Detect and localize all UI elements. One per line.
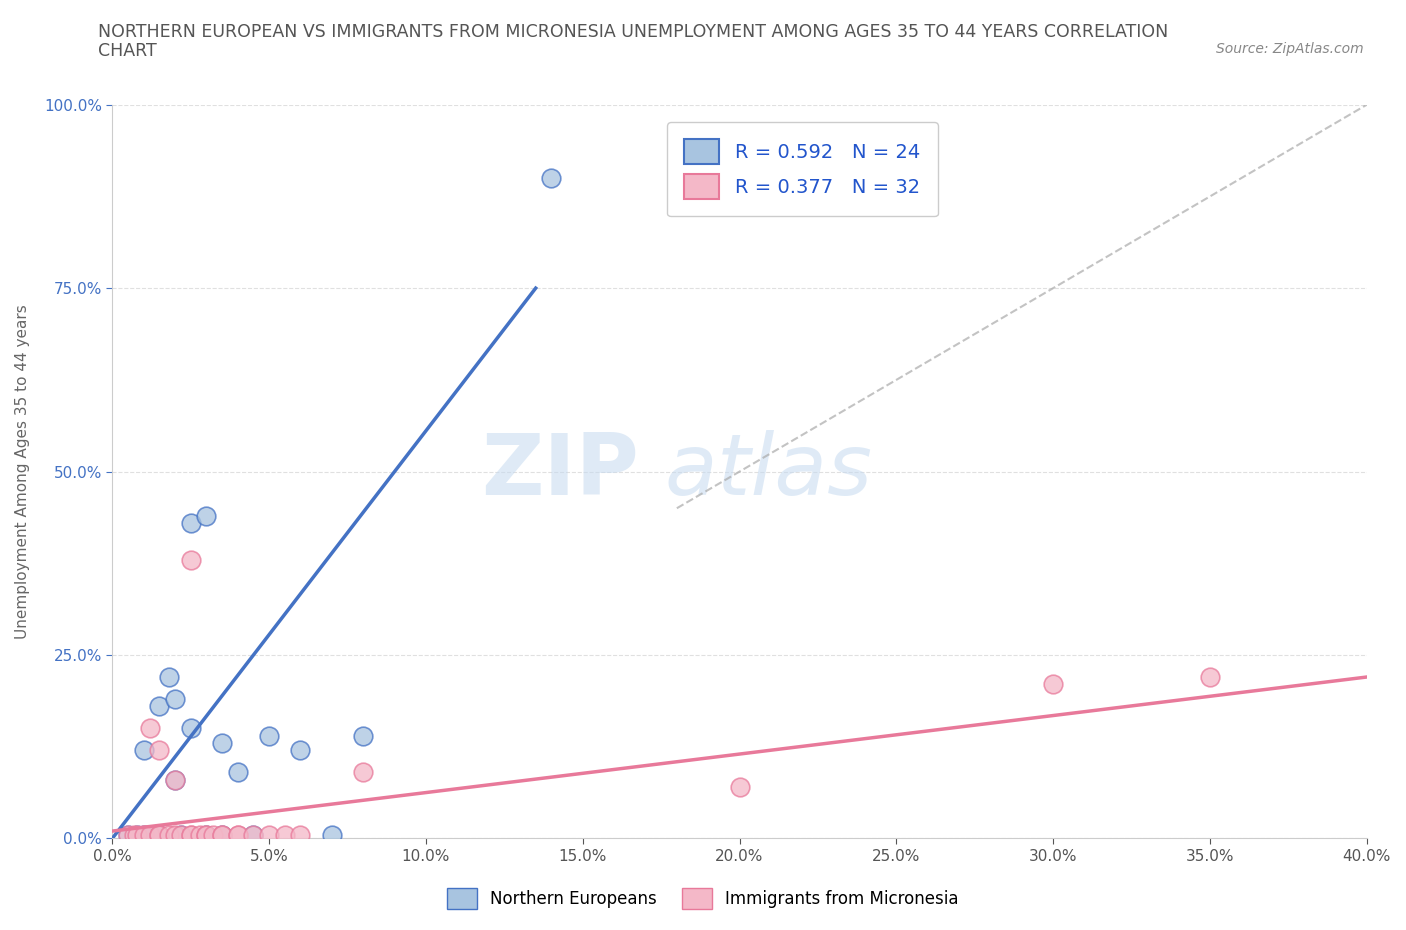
Point	[157, 828, 180, 843]
Point	[728, 779, 751, 794]
Point	[163, 772, 186, 787]
Point	[163, 828, 186, 843]
Point	[163, 692, 186, 707]
Point	[195, 828, 218, 843]
Y-axis label: Unemployment Among Ages 35 to 44 years: Unemployment Among Ages 35 to 44 years	[15, 304, 30, 639]
Point	[132, 743, 155, 758]
Point	[188, 828, 211, 843]
Text: CHART: CHART	[98, 42, 157, 60]
Point	[321, 828, 343, 843]
Point	[139, 721, 162, 736]
Legend: R = 0.592   N = 24, R = 0.377   N = 32: R = 0.592 N = 24, R = 0.377 N = 32	[666, 122, 938, 217]
Point	[226, 828, 249, 843]
Point	[148, 828, 170, 843]
Point	[157, 670, 180, 684]
Point	[257, 728, 280, 743]
Point	[195, 828, 218, 843]
Point	[139, 828, 162, 843]
Point	[1199, 670, 1222, 684]
Text: atlas: atlas	[664, 430, 872, 513]
Point	[122, 828, 145, 843]
Point	[148, 828, 170, 843]
Point	[132, 828, 155, 843]
Point	[148, 743, 170, 758]
Point	[352, 765, 374, 780]
Text: NORTHERN EUROPEAN VS IMMIGRANTS FROM MICRONESIA UNEMPLOYMENT AMONG AGES 35 TO 44: NORTHERN EUROPEAN VS IMMIGRANTS FROM MIC…	[98, 23, 1168, 41]
Point	[117, 828, 139, 843]
Point	[242, 828, 264, 843]
Point	[540, 170, 562, 185]
Point	[226, 765, 249, 780]
Point	[132, 828, 155, 843]
Point	[211, 828, 233, 843]
Point	[180, 721, 202, 736]
Point	[226, 828, 249, 843]
Point	[195, 828, 218, 843]
Point	[201, 828, 224, 843]
Point	[290, 828, 312, 843]
Point	[148, 828, 170, 843]
Point	[163, 772, 186, 787]
Point	[211, 828, 233, 843]
Point	[274, 828, 297, 843]
Point	[211, 828, 233, 843]
Point	[195, 508, 218, 523]
Point	[1042, 677, 1064, 692]
Point	[170, 828, 193, 843]
Text: Source: ZipAtlas.com: Source: ZipAtlas.com	[1216, 42, 1364, 56]
Point	[127, 828, 149, 843]
Point	[242, 828, 264, 843]
Legend: Northern Europeans, Immigrants from Micronesia: Northern Europeans, Immigrants from Micr…	[439, 880, 967, 917]
Point	[180, 828, 202, 843]
Point	[139, 828, 162, 843]
Point	[352, 728, 374, 743]
Point	[211, 736, 233, 751]
Point	[180, 828, 202, 843]
Point	[257, 828, 280, 843]
Point	[117, 828, 139, 843]
Point	[180, 515, 202, 530]
Point	[290, 743, 312, 758]
Point	[180, 552, 202, 567]
Point	[127, 828, 149, 843]
Point	[148, 699, 170, 714]
Text: ZIP: ZIP	[481, 430, 640, 513]
Point	[170, 828, 193, 843]
